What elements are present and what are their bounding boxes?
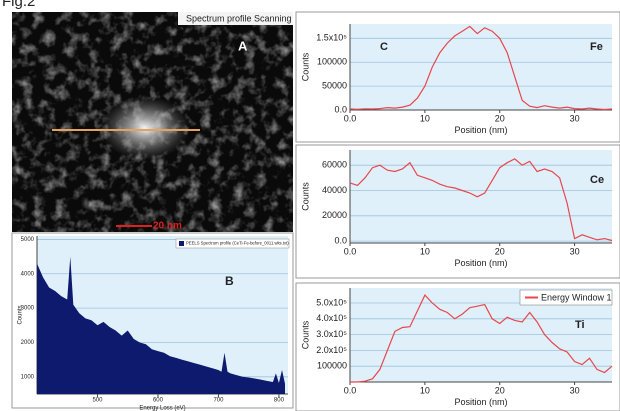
y-axis-title: Counts (300, 182, 310, 211)
x-tick-label: 10 (420, 385, 430, 395)
x-axis-title: Position (nm) (454, 258, 507, 268)
legend-label: PEELS Spectrum profile (CeTi-Fe-before_0… (186, 241, 289, 246)
x-axis-title: Energy Loss (eV) (139, 405, 185, 411)
x-tick-label: 20 (495, 385, 505, 395)
y-axis-title: Counts (18, 305, 24, 324)
panel-label: A (238, 38, 248, 53)
x-tick-label: 20 (495, 246, 505, 256)
x-tick-label: 30 (570, 385, 580, 395)
x-axis-title: Position (nm) (454, 397, 507, 407)
y-tick-label: 0.0 (334, 104, 347, 114)
y-tick-label: 40000 (322, 185, 347, 195)
legend-label: Energy Window 1 (541, 292, 612, 302)
y-tick-label: 5000 (21, 237, 35, 243)
y-tick-label: 50000 (322, 80, 347, 90)
profile-line (349, 158, 613, 242)
y-axis-title: Counts (300, 52, 310, 81)
x-tick-label: 0.0 (344, 246, 357, 256)
x-tick-label: 600 (153, 398, 164, 404)
y-tick-label: 60000 (322, 160, 347, 170)
x-tick-label: 30 (570, 246, 580, 256)
legend-box (175, 238, 290, 249)
y-tick-label: 100000 (317, 57, 347, 67)
y-tick-label: 100000 (317, 361, 347, 371)
annotation: C (380, 41, 388, 53)
legend-swatch (179, 241, 184, 246)
annotation: Ti (575, 319, 585, 331)
y-axis-title: Counts (300, 320, 310, 349)
annotation: Fe (590, 41, 603, 53)
y-tick-label: 5.0x10⁵ (316, 297, 347, 307)
x-tick-label: 500 (92, 398, 103, 404)
figure-label: Fig.2 (2, 0, 35, 10)
spectrum-area (37, 256, 285, 394)
scale-bar-label: 20 nm (153, 221, 182, 232)
y-tick-label: 3.0x10⁵ (316, 329, 347, 339)
x-tick-label: 0.0 (344, 113, 357, 123)
y-tick-label: 4.0x10⁵ (316, 313, 347, 323)
micrograph: Spectrum profile Scanning A 20 nm (12, 12, 293, 232)
x-tick-label: 30 (570, 113, 580, 123)
x-tick-label: 10 (420, 113, 430, 123)
y-tick-label: 2000 (21, 340, 35, 346)
x-tick-label: 20 (495, 113, 505, 123)
y-tick-label: 0.0 (334, 235, 347, 245)
x-tick-label: 0.0 (344, 385, 357, 395)
x-tick-label: 10 (420, 246, 430, 256)
y-tick-label: 1000 (21, 374, 35, 380)
annotation: Ce (590, 174, 604, 186)
y-tick-label: 4000 (21, 271, 35, 277)
profile-line (350, 294, 613, 383)
y-tick-label: 1.5x10⁵ (316, 33, 347, 43)
x-tick-label: 800 (274, 398, 285, 404)
legend-box (519, 289, 613, 306)
y-tick-label: 20000 (322, 210, 347, 220)
annotation: B (225, 274, 234, 288)
y-tick-label: 2.0x10⁵ (316, 345, 347, 355)
window-title: Spectrum profile Scanning (186, 13, 292, 23)
profile-line (349, 25, 613, 111)
y-tick-label: 3000 (21, 306, 35, 312)
x-tick-label: 700 (213, 398, 224, 404)
plot-area (350, 24, 612, 110)
x-axis-title: Position (nm) (454, 125, 507, 135)
